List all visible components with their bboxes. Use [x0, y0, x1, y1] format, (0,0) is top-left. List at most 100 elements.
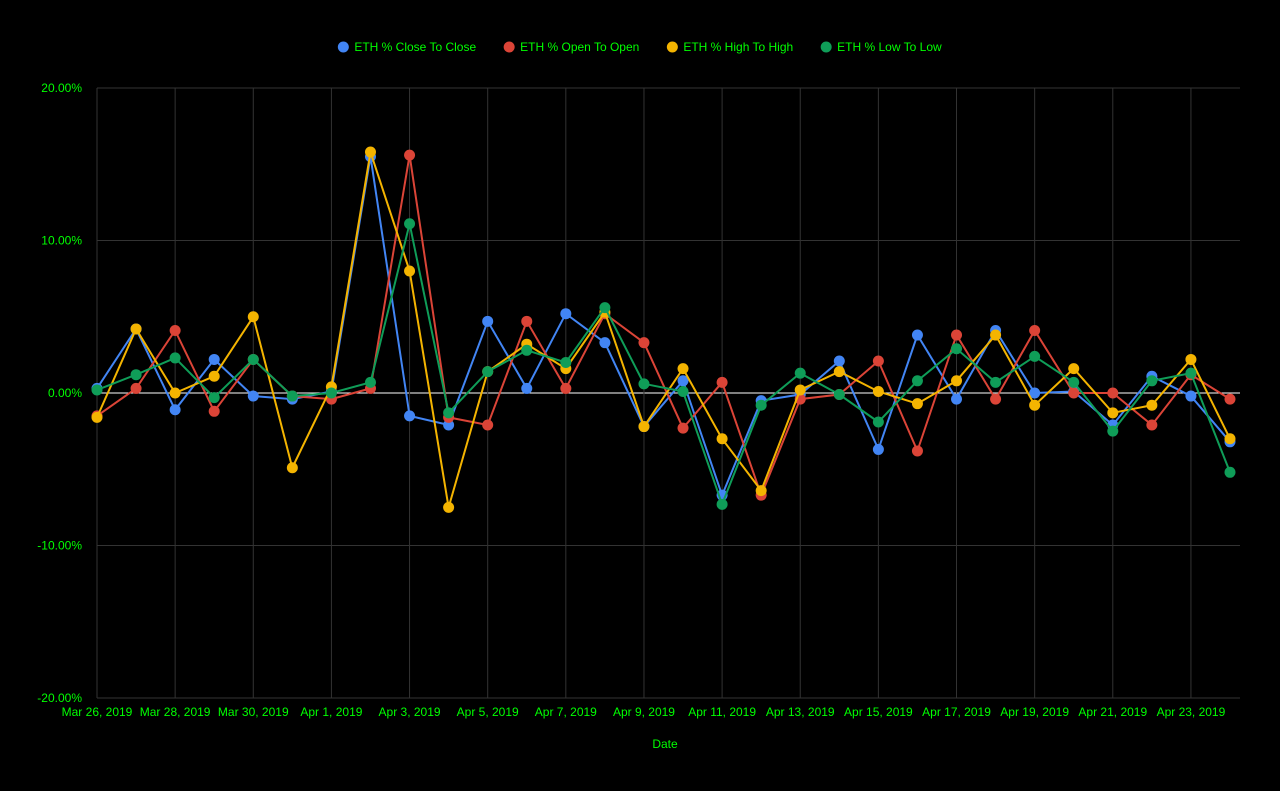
legend-item[interactable]: ETH % Open To Open — [503, 40, 640, 54]
data-point[interactable] — [286, 390, 298, 402]
data-point[interactable] — [1068, 363, 1080, 375]
data-point[interactable] — [560, 382, 572, 394]
data-point[interactable] — [599, 337, 611, 349]
data-point[interactable] — [1185, 367, 1197, 379]
data-point[interactable] — [364, 376, 376, 388]
x-tick-label: Apr 3, 2019 — [379, 705, 441, 719]
data-point[interactable] — [951, 393, 963, 405]
data-point[interactable] — [794, 367, 806, 379]
data-point[interactable] — [951, 375, 963, 387]
data-point[interactable] — [638, 421, 650, 433]
data-point[interactable] — [1185, 390, 1197, 402]
data-point[interactable] — [130, 382, 142, 394]
data-point[interactable] — [716, 498, 728, 510]
data-point[interactable] — [130, 323, 142, 335]
data-point[interactable] — [169, 387, 181, 399]
x-tick-label: Mar 26, 2019 — [62, 705, 133, 719]
data-point[interactable] — [404, 265, 416, 277]
data-point[interactable] — [911, 445, 923, 457]
data-point[interactable] — [794, 384, 806, 396]
data-point[interactable] — [1107, 425, 1119, 437]
legend-label: ETH % High To High — [683, 40, 793, 54]
data-point[interactable] — [1224, 433, 1236, 445]
data-point[interactable] — [482, 315, 494, 327]
x-tick-label: Apr 5, 2019 — [457, 705, 519, 719]
data-point[interactable] — [1029, 350, 1041, 362]
data-point[interactable] — [990, 393, 1002, 405]
data-point[interactable] — [169, 352, 181, 364]
data-point[interactable] — [1068, 387, 1080, 399]
data-point[interactable] — [91, 384, 103, 396]
legend-item[interactable]: ETH % Low To Low — [820, 40, 942, 54]
data-point[interactable] — [208, 370, 220, 382]
data-point[interactable] — [872, 355, 884, 367]
data-point[interactable] — [1146, 375, 1158, 387]
data-point[interactable] — [1224, 466, 1236, 478]
data-point[interactable] — [169, 324, 181, 336]
data-point[interactable] — [208, 405, 220, 417]
data-point[interactable] — [872, 416, 884, 428]
data-point[interactable] — [990, 329, 1002, 341]
data-point[interactable] — [677, 385, 689, 397]
data-point[interactable] — [521, 315, 533, 327]
data-point[interactable] — [1185, 353, 1197, 365]
data-point[interactable] — [208, 353, 220, 365]
data-point[interactable] — [716, 433, 728, 445]
data-point[interactable] — [1029, 387, 1041, 399]
data-point[interactable] — [677, 422, 689, 434]
data-point[interactable] — [951, 343, 963, 355]
data-point[interactable] — [521, 344, 533, 356]
data-point[interactable] — [1146, 419, 1158, 431]
data-point[interactable] — [560, 357, 572, 368]
data-point[interactable] — [1224, 393, 1236, 405]
data-point[interactable] — [872, 443, 884, 455]
data-point[interactable] — [833, 366, 845, 378]
data-point[interactable] — [404, 149, 416, 161]
data-point[interactable] — [560, 308, 572, 320]
data-point[interactable] — [1146, 399, 1158, 411]
data-point[interactable] — [364, 146, 376, 158]
data-point[interactable] — [443, 407, 455, 419]
data-point[interactable] — [286, 462, 298, 474]
data-point[interactable] — [990, 376, 1002, 388]
data-point[interactable] — [404, 410, 416, 422]
data-point[interactable] — [911, 398, 923, 410]
data-point[interactable] — [404, 218, 416, 230]
data-point[interactable] — [755, 485, 767, 497]
data-point[interactable] — [716, 376, 728, 388]
data-point[interactable] — [208, 392, 220, 404]
data-point[interactable] — [833, 389, 845, 401]
data-point[interactable] — [482, 419, 494, 431]
data-point[interactable] — [911, 329, 923, 341]
data-point[interactable] — [951, 329, 963, 341]
y-tick-label: 0.00% — [48, 386, 82, 400]
data-point[interactable] — [677, 363, 689, 375]
data-point[interactable] — [911, 375, 923, 387]
data-point[interactable] — [443, 501, 455, 513]
data-point[interactable] — [755, 399, 767, 411]
data-point[interactable] — [638, 337, 650, 349]
data-point[interactable] — [247, 390, 259, 402]
data-point[interactable] — [1107, 387, 1119, 399]
data-point[interactable] — [638, 378, 650, 390]
data-point[interactable] — [1068, 376, 1080, 388]
legend-item[interactable]: ETH % Close To Close — [337, 40, 477, 54]
data-point[interactable] — [677, 375, 689, 387]
data-point[interactable] — [482, 366, 494, 378]
data-point[interactable] — [599, 302, 611, 314]
data-point[interactable] — [130, 369, 142, 381]
data-point[interactable] — [872, 385, 884, 397]
legend-item[interactable]: ETH % High To High — [666, 40, 793, 54]
data-point[interactable] — [443, 419, 455, 431]
data-point[interactable] — [247, 311, 259, 323]
data-point[interactable] — [521, 382, 533, 394]
data-point[interactable] — [1107, 407, 1119, 419]
data-point[interactable] — [169, 404, 181, 416]
data-point[interactable] — [833, 355, 845, 367]
data-point[interactable] — [247, 353, 259, 365]
data-point[interactable] — [325, 387, 337, 399]
data-point[interactable] — [91, 411, 103, 423]
data-point[interactable] — [1029, 324, 1041, 336]
x-tick-label: Apr 1, 2019 — [300, 705, 362, 719]
data-point[interactable] — [1029, 399, 1041, 411]
